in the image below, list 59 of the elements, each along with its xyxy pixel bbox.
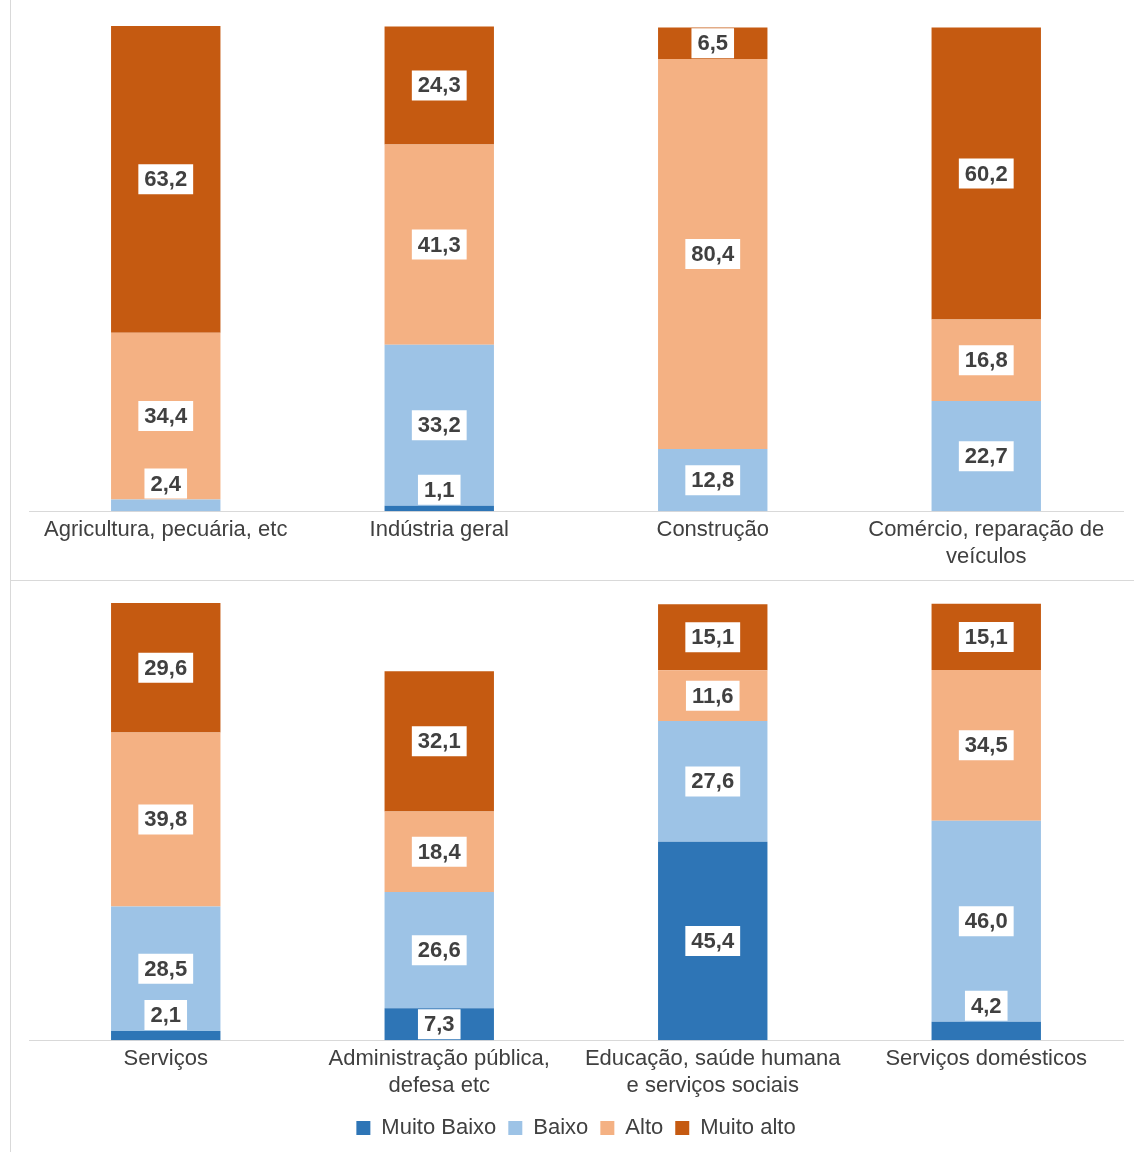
data-label: 15,1 xyxy=(691,624,735,650)
bar xyxy=(384,671,494,812)
data-label: 11,6 xyxy=(691,682,734,708)
bar xyxy=(111,603,221,733)
x-tick-label: Serviços xyxy=(123,1045,208,1071)
x-tick-label: Indústria geral xyxy=(369,516,509,542)
bar xyxy=(384,26,494,145)
data-label: 41,3 xyxy=(417,231,461,257)
bar xyxy=(111,26,221,333)
data-label: 16,8 xyxy=(964,347,1008,373)
legend-label: Muito Baixo xyxy=(381,1114,497,1140)
bar xyxy=(658,58,768,450)
data-label: 34,5 xyxy=(964,732,1008,758)
bar xyxy=(658,721,768,842)
data-label: 2,4 xyxy=(150,470,182,496)
x-tick-label: Construção xyxy=(656,516,770,542)
bar xyxy=(384,891,494,1009)
data-label: 39,8 xyxy=(144,806,188,832)
data-label: 34,4 xyxy=(144,403,188,429)
data-label: 27,6 xyxy=(691,768,735,794)
bar xyxy=(384,144,494,345)
data-label: 26,6 xyxy=(417,937,461,963)
bar xyxy=(658,841,768,1041)
data-label: 33,2 xyxy=(417,412,461,438)
data-label: 1,1 xyxy=(423,476,455,502)
bar xyxy=(931,820,1041,1022)
bar xyxy=(931,669,1041,821)
data-label: 7,3 xyxy=(423,1011,455,1037)
x-tick-label: Agricultura, pecuária, etc xyxy=(44,516,288,542)
bar xyxy=(111,1031,221,1041)
data-label: 46,0 xyxy=(964,908,1008,934)
bar xyxy=(384,505,494,512)
legend-label: Alto xyxy=(625,1114,664,1140)
data-label: 6,5 xyxy=(697,30,729,56)
x-tick-label: Educação, saúde humana e serviços sociais xyxy=(584,1045,842,1097)
data-label: 4,2 xyxy=(970,992,1002,1018)
legend-label: Baixo xyxy=(533,1114,589,1140)
data-label: 12,8 xyxy=(691,467,735,493)
data-label: 18,4 xyxy=(417,838,462,864)
data-label: 45,4 xyxy=(691,928,735,954)
data-label: 60,2 xyxy=(964,160,1008,186)
data-label: 24,3 xyxy=(417,72,461,98)
bar xyxy=(111,499,221,512)
data-label: 2,1 xyxy=(150,1002,182,1028)
bar xyxy=(111,732,221,907)
x-tick-label: Comércio, reparação de veículos xyxy=(868,516,1105,568)
data-label: 22,7 xyxy=(964,443,1008,469)
data-label: 28,5 xyxy=(144,955,188,981)
bar xyxy=(931,401,1041,512)
data-label: 80,4 xyxy=(691,241,735,267)
data-label: 63,2 xyxy=(144,166,188,192)
bar xyxy=(931,1021,1041,1041)
x-tick-label: Administração pública, defesa etc xyxy=(328,1045,550,1097)
x-tick-label: Serviços domésticos xyxy=(885,1045,1088,1071)
legend-label: Muito alto xyxy=(700,1114,796,1140)
data-label: 15,1 xyxy=(964,623,1008,649)
data-label: 29,6 xyxy=(144,654,188,680)
bar xyxy=(931,27,1041,320)
data-label: 32,1 xyxy=(417,728,461,754)
